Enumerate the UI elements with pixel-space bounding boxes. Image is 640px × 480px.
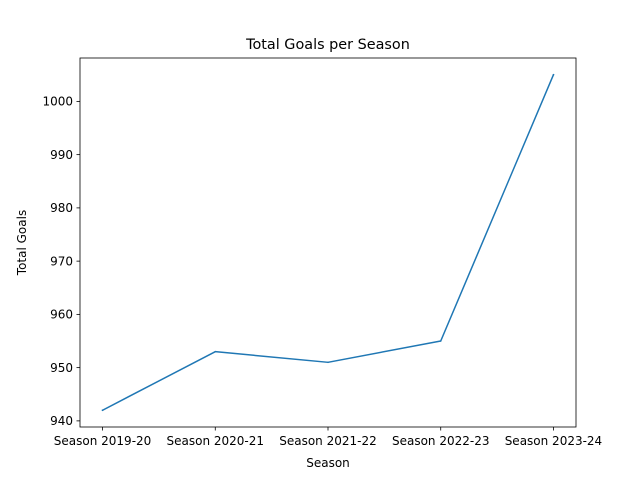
x-tick-label: Season 2023-24: [505, 434, 603, 448]
y-tick-label: 960: [50, 308, 73, 322]
x-tick-label: Season 2019-20: [54, 434, 152, 448]
y-tick-label: 940: [50, 414, 73, 428]
y-tick-label: 990: [50, 148, 73, 162]
data-point: [327, 361, 329, 364]
y-tick-label: 1000: [42, 95, 73, 109]
y-axis-label: Total Goals: [15, 210, 29, 276]
x-tick-label: Season 2020-21: [167, 434, 265, 448]
chart-title: Total Goals per Season: [245, 37, 410, 53]
plot-layer: [101, 73, 555, 412]
x-axis-label: Season: [306, 456, 350, 470]
y-tick-label: 980: [50, 201, 73, 215]
y-axis-ticks: 940 950 960 970 980 990 1000: [42, 95, 80, 428]
x-axis-ticks: Season 2019-20 Season 2020-21 Season 2021-…: [54, 427, 602, 448]
y-tick-label: 970: [50, 254, 73, 268]
x-tick-label: Season 2021-22: [279, 434, 377, 448]
data-point: [214, 350, 217, 353]
x-tick-label: Season 2022-23: [392, 434, 490, 448]
data-point: [552, 73, 555, 76]
data-point: [439, 340, 442, 342]
plot-area: [80, 58, 576, 427]
y-tick-label: 950: [50, 361, 73, 375]
data-point: [101, 409, 104, 412]
